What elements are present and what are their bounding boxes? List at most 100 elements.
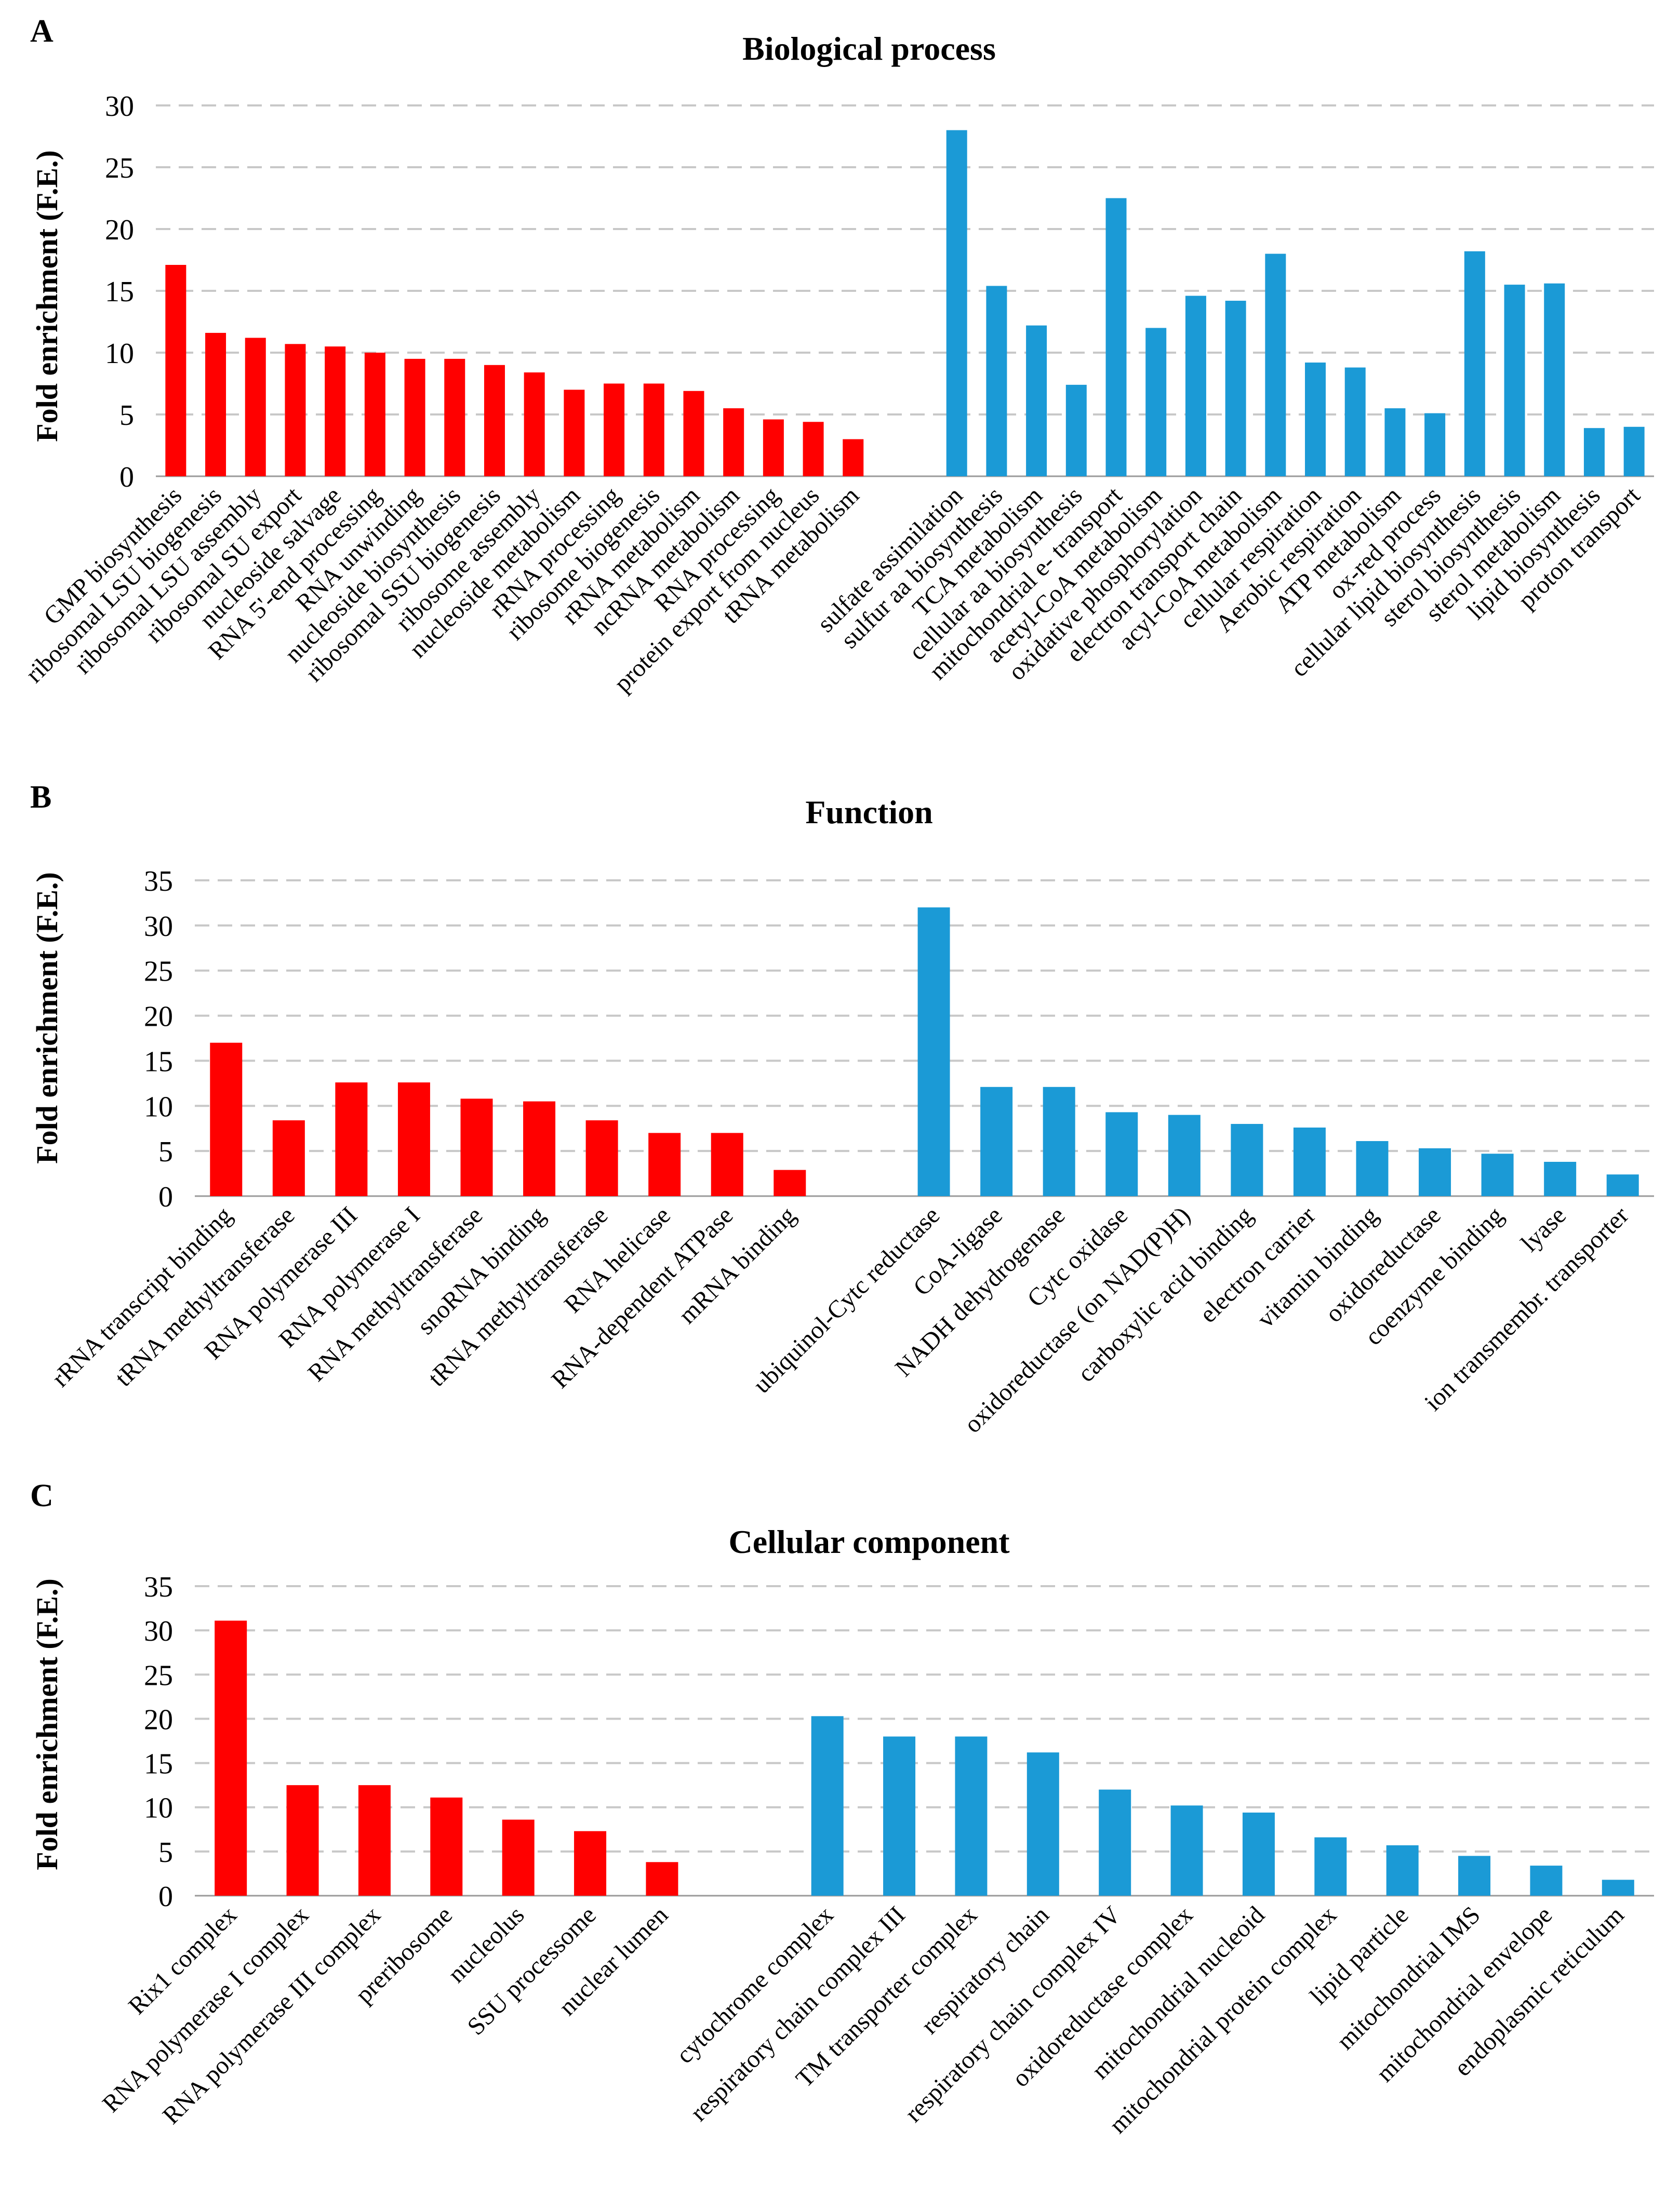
y-tick-label: 5 xyxy=(158,1136,173,1168)
y-tick-label: 20 xyxy=(144,1704,173,1736)
panel-biological-process: A Biological process Fold enrichment (F.… xyxy=(20,14,1654,698)
bar-ribosomal-ssu-biogenesis xyxy=(484,365,505,476)
y-axis-label-cellular-component: Fold enrichment (F.E.) xyxy=(30,1578,64,1870)
bar-rna-polymerase-iii xyxy=(335,1082,368,1196)
bar-aerobic-respiration xyxy=(1344,367,1366,476)
bar-preribosome xyxy=(430,1797,463,1896)
bar-rna-helicase xyxy=(648,1133,681,1196)
bar-electron-carrier xyxy=(1293,1127,1326,1196)
bar-atp-metabolism xyxy=(1384,408,1406,476)
bar-cellular-respiration xyxy=(1305,363,1326,476)
bar-oxidoreductase xyxy=(1419,1148,1451,1196)
y-tick-label: 35 xyxy=(144,865,173,897)
x-tick-label: respiratory chain xyxy=(916,1901,1054,2039)
bar-ribosomal-su-export xyxy=(285,344,306,476)
bar-lipid-biosynthesis xyxy=(1583,428,1605,476)
bar-cytochrome-complex xyxy=(811,1716,844,1896)
bar-rna-polymerase-i xyxy=(397,1082,430,1196)
y-tick-label: 0 xyxy=(158,1181,173,1213)
bar-rna-polymerase-iii-complex xyxy=(358,1785,391,1896)
y-ticks-function: 0 5 10 15 20 25 30 35 xyxy=(144,865,173,1213)
bar-ribosome-assembly xyxy=(524,372,545,476)
panel-letter-c: C xyxy=(30,1478,54,1513)
y-tick-label: 10 xyxy=(144,1792,173,1825)
bar-nuclear-lumen xyxy=(646,1862,678,1896)
bar-ubiquinol-cytc-reductase xyxy=(917,907,950,1196)
bar-ssu-processome xyxy=(574,1831,607,1896)
bar-nadh-dehydrogenase xyxy=(1043,1087,1075,1196)
bar-nucleoside-metabolism xyxy=(564,390,585,476)
bar-trna-metabolism xyxy=(843,439,864,476)
panel-letter-b: B xyxy=(30,780,51,815)
bar-endoplasmic-reticulum xyxy=(1602,1880,1634,1896)
bar-sterol-metabolism xyxy=(1544,283,1565,476)
bar-mrna-binding xyxy=(774,1170,806,1196)
bar-respiratory-chain xyxy=(1026,1752,1059,1896)
bar-lipid-particle xyxy=(1386,1845,1419,1896)
y-tick-label: 35 xyxy=(144,1571,173,1603)
bar-mitochondrial-envelope xyxy=(1530,1866,1563,1896)
bar-ncrna-metabolism xyxy=(723,408,744,476)
y-ticks-biological-process: 0 5 10 15 20 25 30 xyxy=(105,90,134,493)
bar-acetyl-coa-metabolism xyxy=(1145,328,1167,476)
bar-trna-methyltransferase xyxy=(585,1120,618,1196)
y-tick-label: 15 xyxy=(144,1045,173,1078)
bar-oxidoreductase-complex xyxy=(1170,1805,1203,1896)
y-tick-label: 5 xyxy=(119,399,134,432)
y-axis-label-function: Fold enrichment (F.E.) xyxy=(30,872,64,1164)
y-tick-label: 15 xyxy=(144,1748,173,1780)
bar-nucleolus xyxy=(502,1819,535,1896)
x-tick-label: oxidoreductase (on NAD(P)H) xyxy=(959,1201,1196,1438)
bar-acyl-coa-metabolism xyxy=(1265,253,1286,476)
chart-title-function: Function xyxy=(805,794,932,830)
bar-proton-transport xyxy=(1623,426,1645,476)
bar-snorna-binding xyxy=(523,1101,556,1196)
bar-ribosomal-lsu-biogenesis xyxy=(205,332,226,476)
bar-sterol-biosynthesis xyxy=(1504,285,1525,476)
bar-ribosome-biogenesis xyxy=(643,383,664,476)
bar-rna-dependent-atpase xyxy=(711,1133,743,1196)
bar-oxidoreductase-on-nad-p-h xyxy=(1168,1115,1201,1196)
y-tick-label: 20 xyxy=(105,214,134,246)
bar-tca-metabolism xyxy=(1026,325,1047,476)
bar-ox-red-process xyxy=(1424,413,1446,476)
panel-function: B Function Fold enrichment (F.E.) 0 5 10 15… xyxy=(30,780,1654,1438)
bar-lyase xyxy=(1544,1161,1577,1196)
chart-title-cellular-component: Cellular component xyxy=(728,1523,1010,1560)
bar-oxidative-phosphorylation xyxy=(1185,296,1206,476)
bar-ion-transmembr-transporter xyxy=(1606,1174,1639,1196)
bar-mitochondrial-e-transport xyxy=(1105,198,1127,476)
bar-sulfate-assimilation xyxy=(946,130,967,477)
bars-cellular-component xyxy=(215,1620,1634,1896)
bar-cellular-aa-biosynthesis xyxy=(1065,384,1087,476)
bar-vitamin-binding xyxy=(1356,1141,1389,1196)
bar-rix1-complex xyxy=(215,1620,247,1896)
y-tick-label: 25 xyxy=(144,1659,173,1692)
bar-rna-5-end-processing xyxy=(364,353,385,476)
y-tick-label: 30 xyxy=(105,90,134,123)
bar-nucleoside-biosynthesis xyxy=(444,358,465,476)
y-tick-label: 10 xyxy=(144,1091,173,1123)
panel-letter-a: A xyxy=(30,14,54,49)
bar-cytc-oxidase xyxy=(1105,1112,1138,1196)
bar-coenzyme-binding xyxy=(1481,1154,1514,1196)
bar-coa-ligase xyxy=(980,1087,1013,1196)
y-tick-label: 0 xyxy=(119,461,134,493)
y-tick-label: 5 xyxy=(158,1836,173,1869)
bar-nucleoside-salvage xyxy=(325,346,346,476)
bar-rrna-processing xyxy=(604,383,625,476)
bar-respiratory-chain-complex-iii xyxy=(883,1736,916,1896)
bar-gmp-biosynthesis xyxy=(165,265,186,476)
bar-protein-export-from-nucleus xyxy=(803,422,824,476)
bar-sulfur-aa-biosynthesis xyxy=(986,286,1007,476)
bar-trna-methyltransferase xyxy=(272,1120,305,1196)
bar-tm-transporter-complex xyxy=(955,1736,988,1896)
bar-ribosomal-lsu-assembly xyxy=(245,338,266,476)
bars-biological-process xyxy=(165,130,1645,477)
chart-title-biological-process: Biological process xyxy=(742,30,996,67)
bar-mitochondrial-nucleoid xyxy=(1242,1812,1275,1896)
panel-cellular-component: C Cellular component Fold enrichment (F.… xyxy=(30,1478,1654,2139)
